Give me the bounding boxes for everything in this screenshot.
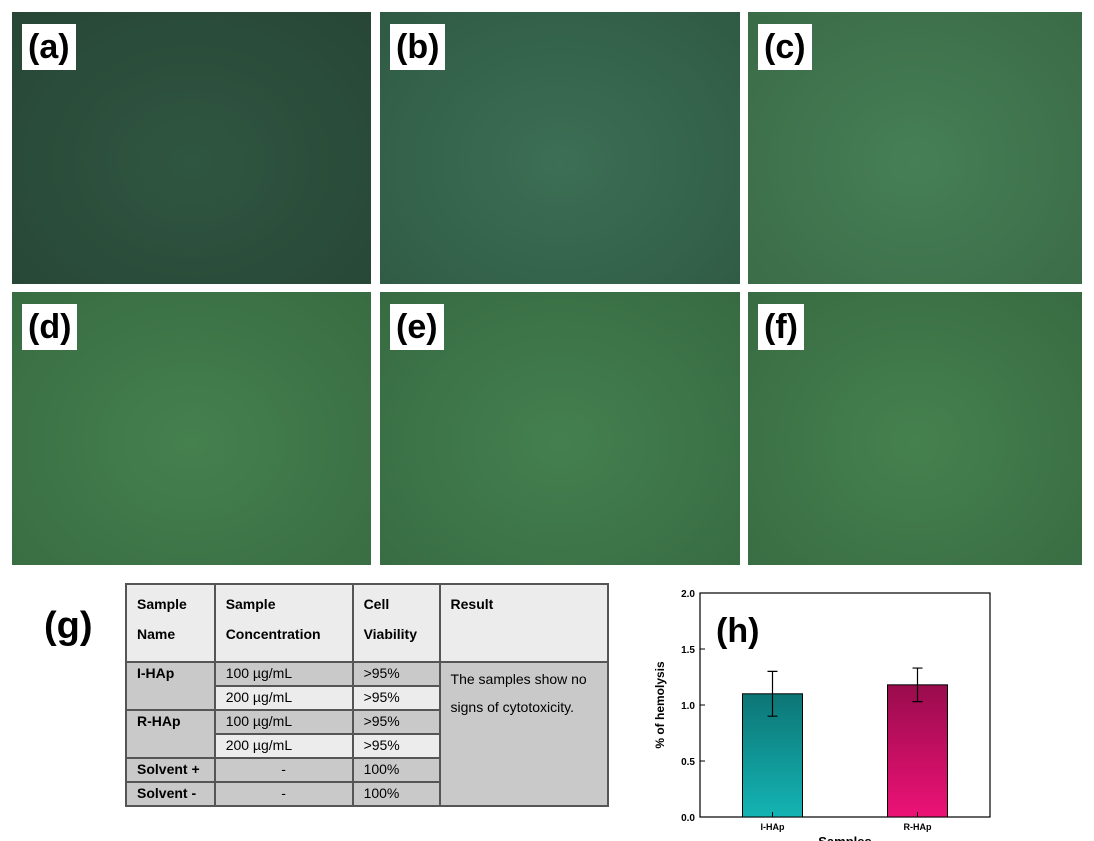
viability: >95%: [351, 709, 441, 735]
error-bar: [912, 667, 923, 703]
panel-label: (c): [758, 24, 812, 70]
concentration: 200 µg/mL: [213, 685, 354, 711]
panel-label: (a): [22, 24, 76, 70]
error-bar: [767, 670, 778, 717]
sample-name: I-HAp: [125, 661, 216, 711]
table-row: 200 µg/mL >95%: [126, 685, 608, 711]
y-tick-label: 1.5: [681, 645, 695, 656]
panel-label: (b): [390, 24, 446, 70]
chart-label: (h): [716, 612, 759, 650]
table-row: I-HAp 100 µg/mL >95% The samples show no si…: [125, 661, 610, 807]
table-row: 200 µg/mL >95%: [126, 733, 608, 759]
micrograph: (f): [748, 292, 1082, 565]
y-tick-label: 0.0: [681, 813, 695, 824]
micrograph: (d): [12, 292, 371, 565]
x-tick-label: I-HAp: [761, 822, 785, 832]
viability: >95%: [351, 733, 441, 759]
header-row: Sample Name Sample Concentration Cell Viab…: [125, 583, 610, 663]
plot-frame: [699, 592, 991, 818]
bar: [742, 693, 803, 818]
y-tick-label: 2.0: [681, 589, 695, 600]
y-axis-label: % of hemolysis: [653, 661, 667, 749]
table-row: R-HAp 100 µg/mL >95%: [125, 709, 608, 759]
x-tick-label: R-HAp: [904, 822, 932, 832]
header-cell: Result: [438, 583, 610, 663]
bar-shade: [742, 693, 803, 817]
x-axis-label: Samples: [818, 834, 871, 841]
concentration: 100 µg/mL: [213, 709, 354, 735]
y-tick-label: 0.5: [681, 757, 695, 768]
concentration: 100 µg/mL: [213, 661, 354, 687]
y-tick-label: 1.0: [681, 701, 695, 712]
header-cell: Sample Name: [125, 583, 216, 663]
sample-name: Solvent -: [125, 781, 216, 807]
header-cell: Cell Viability: [351, 583, 441, 663]
bar-shade: [887, 684, 948, 817]
sample-name: R-HAp: [125, 709, 216, 759]
panel-label: (e): [390, 304, 444, 350]
concentration: 200 µg/mL: [213, 733, 354, 759]
micrograph: (e): [380, 292, 740, 565]
header-cell: Sample Concentration: [213, 583, 354, 663]
panel-label: (d): [22, 304, 78, 350]
micrograph: (c): [748, 12, 1082, 284]
table-row: Solvent + -100%: [125, 757, 608, 783]
result: The samples show no signs of cytotoxicit…: [438, 661, 610, 807]
table-row: Solvent - -100%: [125, 781, 608, 807]
micrograph: (b): [380, 12, 740, 284]
concentration: -: [213, 781, 354, 807]
concentration: -: [213, 757, 354, 783]
panel-label: (f): [758, 304, 804, 350]
micrograph: (a): [12, 12, 371, 284]
viability: 100%: [351, 757, 441, 783]
viability-table: Sample Name Sample Concentration Cell Viab…: [125, 583, 610, 807]
panel-label: (g): [44, 605, 93, 647]
viability: >95%: [351, 661, 441, 687]
sample-name: Solvent +: [125, 757, 216, 783]
bar: [887, 684, 948, 818]
viability: 100%: [351, 781, 441, 807]
viability: >95%: [351, 685, 441, 711]
